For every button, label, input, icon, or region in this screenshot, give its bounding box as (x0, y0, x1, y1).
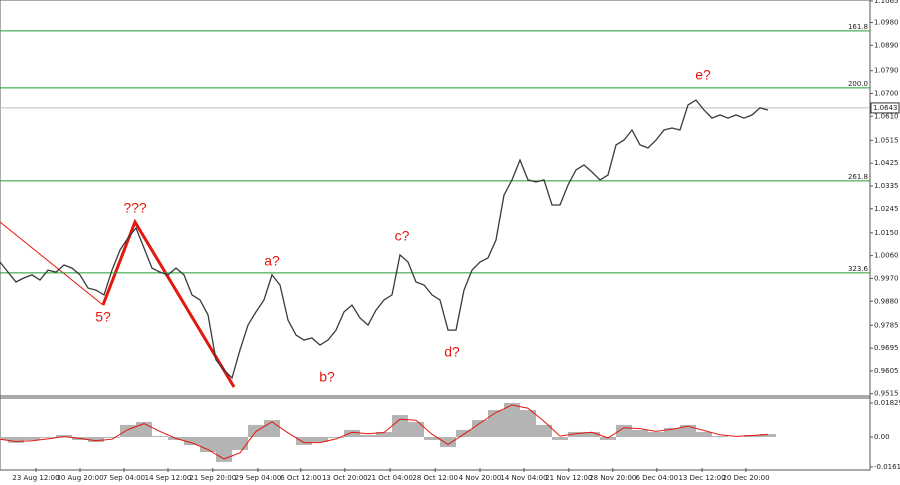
y-tick-label: 1.0425 (874, 159, 899, 167)
wave-label: c? (395, 228, 410, 244)
fib-label: 200.0 (848, 80, 868, 88)
price-line (0, 99, 769, 380)
wave-line (101, 218, 236, 388)
wave-label: e? (695, 67, 711, 83)
y-tick-label: 0.00 (874, 433, 890, 441)
y-tick-label: 1.0610 (874, 112, 899, 120)
histogram-bar (120, 424, 136, 437)
x-tick-label: 13 Oct 20:00 (322, 474, 368, 482)
histogram-bar (8, 436, 24, 443)
histogram-bar (136, 421, 152, 437)
histogram-bar (632, 429, 648, 437)
histogram-bar (680, 424, 696, 437)
y-tick-label: 0.9880 (874, 297, 899, 305)
plot-frame (0, 0, 871, 471)
wave-label: ??? (123, 200, 147, 216)
histogram-bar (648, 431, 664, 437)
histogram-bar (520, 410, 536, 437)
fib-label: 261.8 (848, 173, 868, 181)
last-price-label: 1.0643 (873, 104, 898, 112)
histogram-bar (424, 436, 440, 440)
histogram-bar (696, 431, 712, 437)
histogram-bar (40, 436, 56, 438)
histogram-bar (568, 431, 584, 437)
x-tick-label: 21 Nov 12:00 (545, 474, 592, 482)
histogram-bar (536, 424, 552, 437)
x-tick-label: 6 Dec 04:00 (635, 474, 678, 482)
histogram-bar (344, 429, 360, 437)
y-tick-label: 0.01829 (874, 399, 900, 407)
histogram-bar (296, 436, 312, 445)
histogram-bar (504, 402, 520, 437)
histogram-bar (312, 436, 328, 443)
y-tick-label: 1.0335 (874, 182, 899, 190)
y-tick-label: 0.9785 (874, 321, 899, 329)
y-tick-label: 1.0790 (874, 67, 899, 75)
histogram-bar (232, 436, 248, 451)
histogram-bar (24, 436, 40, 440)
x-tick-label: 6 Oct 12:00 (280, 474, 321, 482)
histogram-bar (488, 410, 504, 437)
y-tick-label: 1.0245 (874, 205, 899, 213)
y-tick-label: 1.0700 (874, 89, 899, 97)
x-tick-label: 14 Nov 04:00 (500, 474, 547, 482)
x-tick-label: 13 Dec 12:00 (678, 474, 725, 482)
histogram-bar (664, 428, 680, 437)
signal-line (0, 404, 769, 460)
histogram-bar (760, 434, 776, 437)
wave-line (0, 221, 104, 306)
y-tick-label: -0.0161 (874, 463, 900, 471)
histogram-bar (600, 436, 616, 440)
y-tick-label: 0.9970 (874, 274, 899, 282)
histogram-bar (456, 429, 472, 437)
wave-label: 5? (95, 309, 111, 325)
histogram-bar (376, 431, 392, 437)
histogram-bar (408, 421, 424, 437)
x-tick-label: 4 Nov 20:00 (459, 474, 502, 482)
x-tick-label: 28 Oct 12:00 (412, 474, 458, 482)
x-tick-label: 20 Dec 20:00 (722, 474, 769, 482)
histogram-bar (584, 431, 600, 437)
histogram-bar (440, 436, 456, 448)
histogram-bar (264, 420, 280, 437)
histogram-bar (104, 436, 120, 438)
y-tick-label: 1.0150 (874, 229, 899, 237)
histogram-bar (0, 436, 8, 440)
wave-label: a? (264, 253, 280, 269)
y-tick-label: 1.0060 (874, 252, 899, 260)
y-tick-label: 1.0980 (874, 19, 899, 27)
x-tick-label: 28 Nov 20:00 (589, 474, 636, 482)
fib-label: 161.8 (848, 23, 868, 31)
x-tick-label: 23 Aug 12:00 (12, 474, 59, 482)
wave-label: d? (444, 344, 460, 360)
histogram-bar (216, 436, 232, 462)
x-tick-label: 29 Sep 04:00 (235, 474, 282, 482)
x-tick-label: 30 Aug 20:00 (56, 474, 103, 482)
histogram-bar (88, 436, 104, 443)
y-tick-label: 1.0890 (874, 41, 899, 49)
histogram-bar (328, 436, 344, 438)
y-tick-label: 0.9605 (874, 367, 899, 375)
histogram-bar (472, 420, 488, 437)
histogram-bar (152, 436, 168, 437)
histogram-bar (552, 436, 568, 440)
x-tick-label: 21 Oct 04:00 (367, 474, 413, 482)
y-tick-label: 0.9515 (874, 390, 899, 398)
y-tick-label: 0.9695 (874, 344, 899, 352)
x-tick-label: 14 Sep 12:00 (145, 474, 192, 482)
fib-label: 323.6 (848, 265, 869, 273)
histogram-bar (184, 436, 200, 445)
histogram-bar (56, 434, 72, 437)
histogram-bar (392, 415, 408, 437)
histogram-bar (712, 436, 728, 437)
y-tick-label: 1.1065 (874, 0, 899, 5)
x-tick-label: 7 Sep 04:00 (103, 474, 145, 482)
wave-label: b? (319, 369, 335, 385)
last-price-box (870, 102, 900, 114)
y-tick-label: 1.0515 (874, 136, 899, 144)
histogram-bar (360, 434, 376, 437)
x-tick-label: 21 Sep 20:00 (189, 474, 236, 482)
